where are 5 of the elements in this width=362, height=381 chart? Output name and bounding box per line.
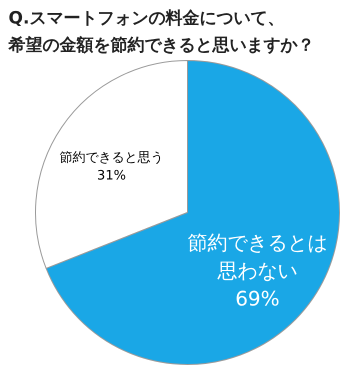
slice-label: 節約できるとは思わない xyxy=(187,230,328,282)
data-label: 31% xyxy=(97,168,126,184)
slice-label: 節約できると思う xyxy=(60,150,164,166)
data-label: 69% xyxy=(235,286,280,310)
chart-title: Q.スマートフォンの料金について、希望の金額を節約できると思いますか？ xyxy=(8,8,314,56)
